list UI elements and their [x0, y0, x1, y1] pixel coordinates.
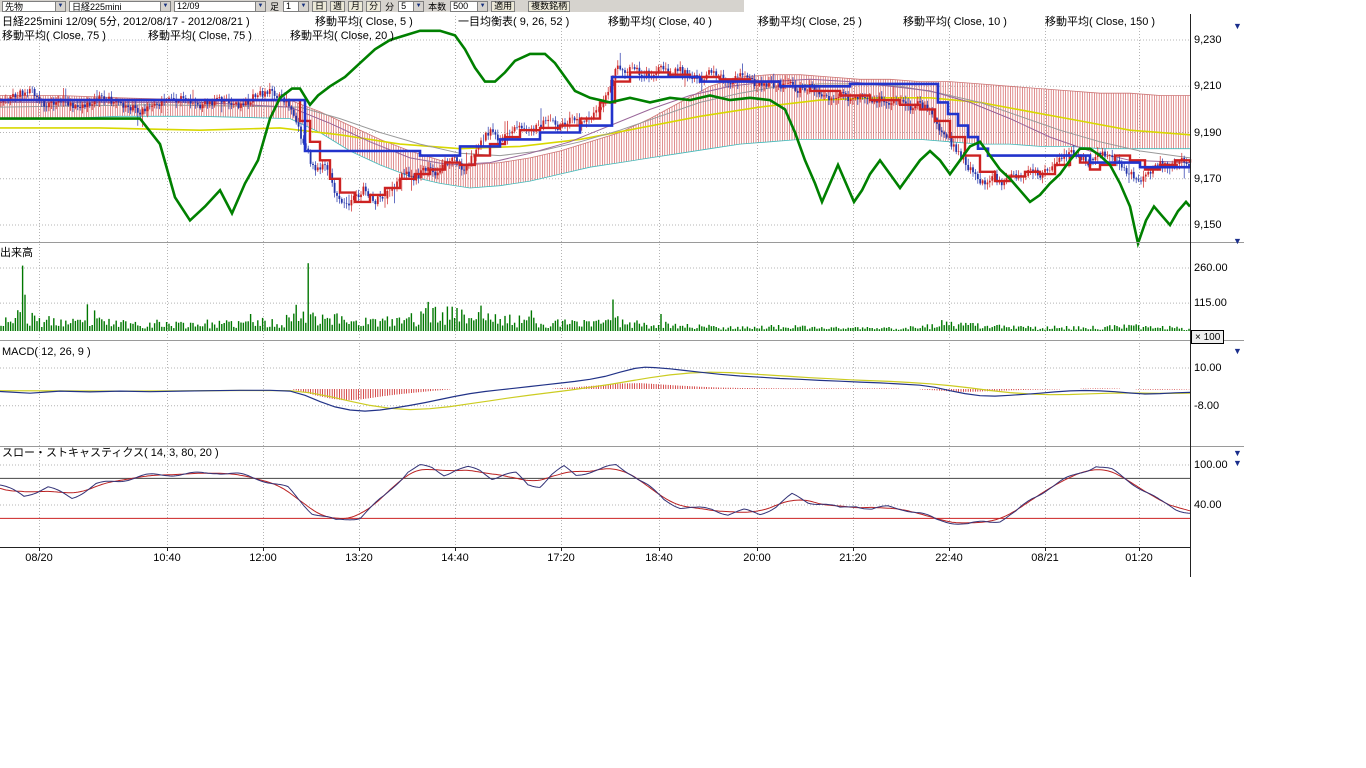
bar-count-value: 500: [453, 1, 469, 11]
bar-type-label: 足: [270, 1, 280, 12]
minute-label: 分: [385, 1, 395, 12]
instrument-type-select[interactable]: 先物 ▼: [2, 0, 66, 12]
chart-canvas[interactable]: [0, 0, 1250, 580]
indicator-label: 日経225mini 12/09( 5分, 2012/08/17 - 2012/0…: [2, 16, 250, 28]
scroll-down-arrow-icon[interactable]: ▼: [1233, 448, 1242, 458]
y-axis-label: 260.00: [1194, 262, 1228, 274]
symbol-value: 日経225mini: [72, 1, 122, 12]
macd-pane-label: MACD( 12, 26, 9 ): [2, 346, 91, 358]
indicator-label: 移動平均( Close, 75 ): [148, 30, 252, 42]
contract-month-value: 12/09: [177, 1, 200, 11]
bar-count-label: 本数: [428, 1, 447, 12]
timeframe-minute-button[interactable]: 分: [366, 0, 382, 12]
minute-interval-value: 5: [401, 1, 407, 11]
indicator-label: 移動平均( Close, 5 ): [315, 16, 413, 28]
y-axis-label: 115.00: [1194, 297, 1227, 310]
contract-month-select[interactable]: 12/09 ▼: [174, 0, 266, 12]
x-axis-label: 18:40: [645, 552, 673, 564]
y-axis-label: 9,170: [1194, 172, 1222, 185]
x-axis-label: 13:20: [345, 552, 373, 564]
x-axis-label: 01:20: [1125, 552, 1153, 564]
volume-pane-label: 出来高: [0, 247, 33, 259]
bar-count-spinner[interactable]: 500 ▼: [450, 0, 489, 12]
toolbar: 先物 ▼ 日経225mini ▼ 12/09 ▼ 足 1 ▼ 日 週 月 分 分…: [0, 0, 744, 12]
y-axis-label: -8.00: [1194, 399, 1220, 412]
timeframe-day-button[interactable]: 日: [312, 0, 328, 12]
volume-multiplier-badge: × 100: [1191, 330, 1225, 344]
y-axis-label: 100.00: [1194, 459, 1228, 471]
y-axis-label: 9,190: [1194, 126, 1222, 139]
indicator-label: 移動平均( Close, 75 ): [2, 30, 106, 42]
scroll-down-arrow-icon[interactable]: ▼: [1233, 21, 1242, 31]
indicator-label: 移動平均( Close, 10 ): [903, 16, 1007, 28]
y-axis-label: 9,230: [1194, 34, 1222, 46]
x-axis-label: 20:00: [743, 552, 771, 564]
bar-interval-spinner[interactable]: 1 ▼: [283, 0, 310, 12]
x-axis-label: 10:40: [153, 552, 181, 564]
y-axis-label: 40.00: [1194, 499, 1222, 511]
indicator-label: 移動平均( Close, 150 ): [1045, 16, 1156, 28]
minute-interval-spinner[interactable]: 5 ▼: [398, 0, 425, 12]
chevron-down-icon[interactable]: ▼: [55, 1, 65, 11]
symbol-select[interactable]: 日経225mini ▼: [69, 0, 171, 12]
x-axis-label: 22:40: [935, 552, 963, 564]
x-axis-label: 08/20: [25, 552, 53, 564]
chevron-down-icon[interactable]: ▼: [160, 1, 170, 11]
instrument-type-value: 先物: [5, 1, 24, 12]
scroll-down-arrow-icon[interactable]: ▼: [1233, 236, 1242, 246]
x-axis-label: 14:40: [441, 552, 469, 564]
chevron-down-icon[interactable]: ▼: [477, 1, 488, 11]
y-axis-label: 10.00: [1194, 362, 1222, 374]
y-axis-label: 9,210: [1194, 80, 1222, 93]
bar-interval-value: 1: [286, 1, 292, 11]
chevron-down-icon[interactable]: ▼: [255, 1, 265, 11]
x-axis-label: 08/21: [1031, 552, 1059, 564]
apply-button[interactable]: 適用: [491, 0, 516, 12]
indicator-label: 移動平均( Close, 40 ): [608, 16, 712, 28]
x-axis-label: 21:20: [839, 552, 867, 564]
multi-symbol-button[interactable]: 複数銘柄: [528, 0, 571, 12]
indicator-label: 移動平均( Close, 25 ): [758, 16, 862, 28]
stochastics-pane-label: スロー・ストキャスティクス( 14, 3, 80, 20 ): [2, 447, 219, 459]
scroll-down-arrow-icon[interactable]: ▼: [1233, 458, 1242, 468]
chevron-down-icon[interactable]: ▼: [298, 1, 309, 11]
x-axis-label: 12:00: [249, 552, 277, 564]
y-axis-label: 9,150: [1194, 219, 1222, 231]
x-axis-label: 17:20: [547, 552, 575, 564]
indicator-label: 移動平均( Close, 20 ): [290, 30, 394, 42]
timeframe-month-button[interactable]: 月: [348, 0, 364, 12]
scroll-down-arrow-icon[interactable]: ▼: [1233, 346, 1242, 356]
timeframe-week-button[interactable]: 週: [330, 0, 346, 12]
indicator-label: 一目均衡表( 9, 26, 52 ): [458, 16, 570, 28]
chevron-down-icon[interactable]: ▼: [413, 1, 424, 11]
